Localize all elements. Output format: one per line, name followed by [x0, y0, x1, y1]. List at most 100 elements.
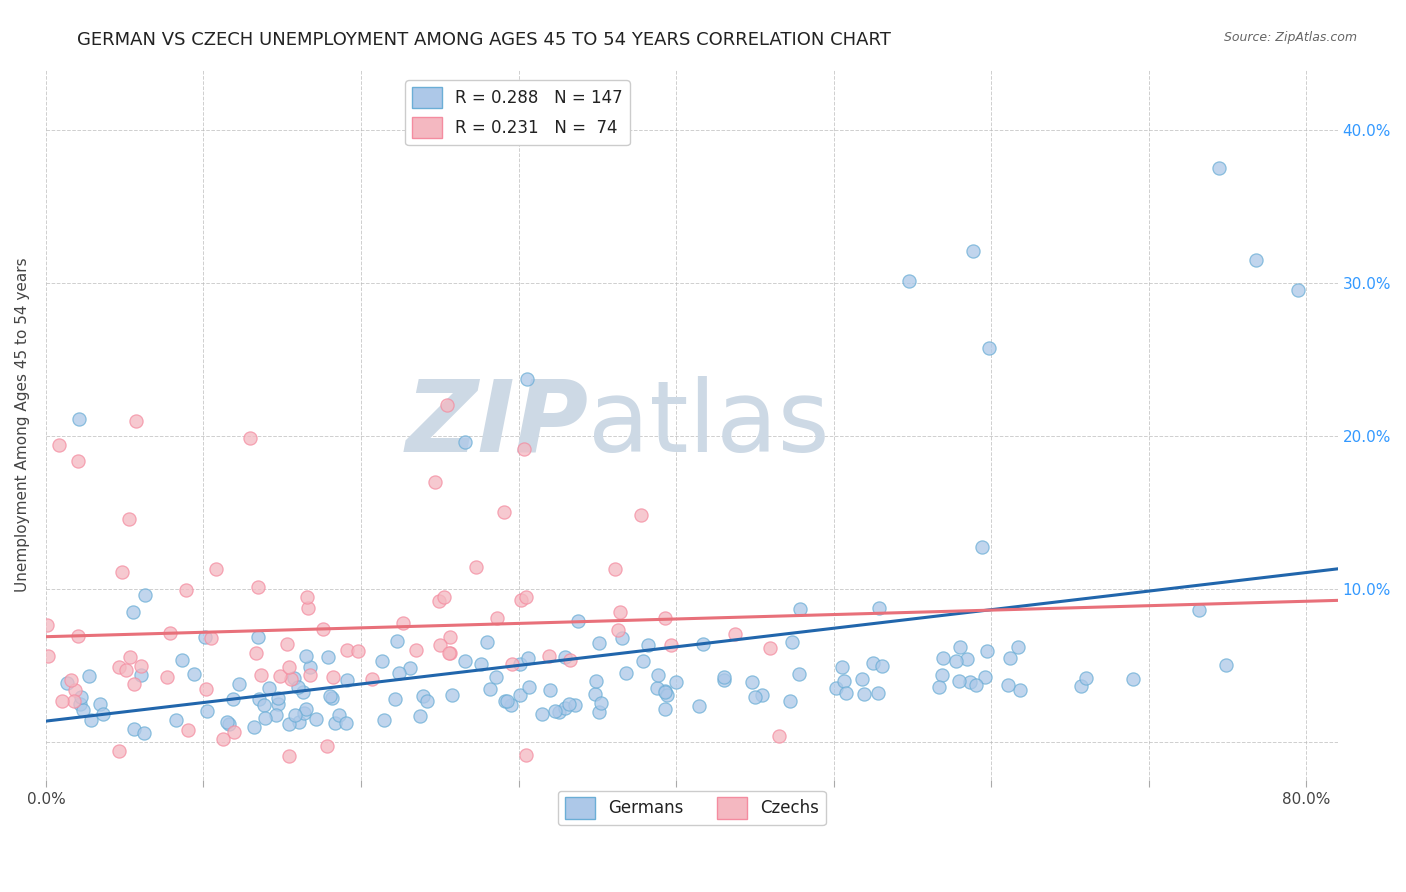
Point [609, 605, 631, 619]
Point [48, 438, 70, 452]
Point [945, 654, 967, 668]
Point [194, 631, 217, 645]
Point [567, 614, 589, 628]
Point [110, 565, 132, 579]
Point [159, 625, 181, 640]
Point [254, 711, 277, 725]
Point [72, 703, 94, 717]
Point [517, 651, 540, 665]
Point [724, 626, 747, 640]
Point [204, 562, 226, 576]
Point [336, 673, 359, 688]
Point [212, 732, 235, 747]
Point [388, 666, 411, 681]
Point [165, 713, 187, 727]
Point [373, 713, 395, 727]
Point [298, 668, 321, 682]
Point [464, 559, 486, 574]
Point [713, 673, 735, 688]
Point [554, 701, 576, 715]
Point [932, 650, 955, 665]
Point [412, 689, 434, 703]
Point [247, 631, 270, 645]
Point [305, 713, 328, 727]
Point [429, 638, 451, 652]
Point [759, 640, 782, 655]
Point [974, 670, 997, 684]
Point [501, 657, 523, 672]
Point [965, 678, 987, 692]
Point [122, 605, 145, 619]
Point [516, 372, 538, 386]
Point [585, 674, 607, 689]
Point [470, 657, 492, 672]
Point [51, 694, 73, 708]
Point [744, 690, 766, 704]
Point [949, 640, 972, 654]
Point [124, 414, 146, 428]
Point [956, 652, 979, 666]
Point [998, 650, 1021, 665]
Point [831, 659, 853, 673]
Point [713, 670, 735, 684]
Point [195, 704, 218, 718]
Point [654, 684, 676, 698]
Point [659, 638, 682, 652]
Point [588, 705, 610, 719]
Point [245, 646, 267, 660]
Point [280, 672, 302, 686]
Point [486, 610, 509, 624]
Point [478, 681, 501, 696]
Point [325, 715, 347, 730]
Point [437, 646, 460, 660]
Point [834, 686, 856, 700]
Point [267, 697, 290, 711]
Text: ZIP: ZIP [405, 376, 589, 473]
Legend: Germans, Czechs: Germans, Czechs [558, 790, 825, 825]
Point [117, 511, 139, 525]
Point [67, 454, 90, 468]
Point [122, 722, 145, 736]
Point [931, 667, 953, 681]
Point [321, 691, 343, 706]
Point [1286, 284, 1309, 298]
Point [1122, 672, 1144, 686]
Point [630, 508, 652, 523]
Point [59, 673, 82, 688]
Point [928, 680, 950, 694]
Point [253, 698, 276, 712]
Point [544, 704, 567, 718]
Point [1208, 161, 1230, 175]
Point [295, 649, 318, 664]
Point [439, 646, 461, 660]
Point [1076, 671, 1098, 685]
Point [654, 685, 676, 699]
Point [124, 677, 146, 691]
Point [228, 677, 250, 691]
Point [361, 672, 384, 686]
Point [288, 714, 311, 729]
Point [63, 682, 86, 697]
Point [243, 720, 266, 734]
Point [557, 698, 579, 712]
Text: GERMAN VS CZECH UNEMPLOYMENT AMONG AGES 45 TO 54 YEARS CORRELATION CHART: GERMAN VS CZECH UNEMPLOYMENT AMONG AGES … [77, 31, 891, 49]
Point [665, 675, 688, 690]
Point [392, 616, 415, 631]
Point [531, 706, 554, 721]
Point [177, 723, 200, 738]
Point [436, 399, 458, 413]
Point [554, 650, 576, 665]
Point [77, 669, 100, 683]
Point [120, 649, 142, 664]
Point [440, 688, 463, 702]
Point [852, 687, 875, 701]
Point [63, 694, 86, 708]
Point [564, 698, 586, 713]
Point [328, 707, 350, 722]
Point [789, 602, 811, 616]
Point [316, 650, 339, 665]
Point [108, 744, 131, 758]
Point [589, 696, 612, 710]
Point [312, 622, 335, 636]
Point [583, 687, 606, 701]
